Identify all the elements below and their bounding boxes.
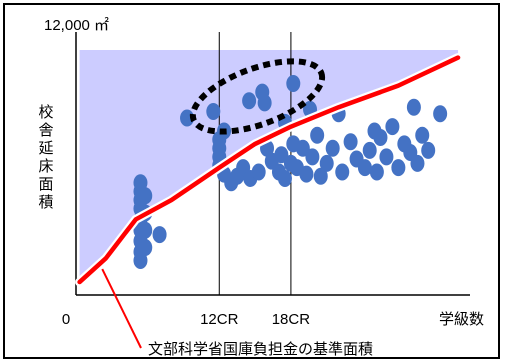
y-axis-label: 校舎延床面積 (37, 104, 54, 212)
data-point-61 (257, 94, 272, 112)
data-point-54 (410, 154, 425, 172)
standard-area-line (77, 55, 461, 285)
data-point-50 (391, 159, 406, 177)
data-point-28 (274, 146, 289, 164)
data-point-33 (295, 139, 310, 157)
data-point-35 (305, 148, 320, 166)
shaded-band-layer (79, 50, 459, 283)
x-tick-label-18cr: 18CR (272, 311, 311, 328)
data-point-59 (242, 92, 257, 110)
data-point-24 (251, 163, 266, 181)
data-point-65 (367, 122, 382, 140)
data-point-46 (369, 163, 384, 181)
standard-area-line-label: 文部科学省国庫負担金の基準面積 (148, 341, 373, 358)
data-point-38 (319, 154, 334, 172)
data-point-13 (152, 226, 167, 244)
data-point-63 (286, 74, 301, 92)
axes-layer (75, 32, 470, 296)
data-point-55 (415, 126, 430, 144)
data-point-36 (310, 126, 325, 144)
data-point-44 (357, 159, 372, 177)
y-top-tick-label: 12,000 ㎡ (44, 17, 109, 34)
data-point-8 (133, 251, 148, 269)
highlight-ellipse-layer (189, 58, 326, 135)
shaded-band (79, 50, 459, 283)
data-point-58 (206, 103, 221, 121)
data-point-56 (421, 141, 436, 159)
data-point-29 (277, 169, 292, 187)
data-point-66 (433, 105, 448, 123)
x-tick-label-12cr: 12CR (200, 311, 239, 328)
data-point-9 (138, 187, 153, 205)
x-axis-label: 学級数 (439, 311, 484, 328)
data-point-39 (325, 139, 340, 157)
data-point-12 (138, 239, 153, 257)
standard-area-callout-line (101, 268, 142, 349)
data-point-49 (385, 118, 400, 136)
data-point-34 (299, 165, 314, 183)
standard-area-line-layer (75, 53, 463, 287)
data-point-53 (406, 98, 421, 116)
data-point-42 (343, 133, 358, 151)
data-point-45 (362, 141, 377, 159)
highlight-ellipse (189, 58, 326, 135)
data-point-11 (138, 221, 153, 239)
data-point-41 (335, 163, 350, 181)
data-point-48 (379, 148, 394, 166)
x-tick-label-0: 0 (62, 311, 70, 328)
data-point-37 (313, 167, 328, 185)
